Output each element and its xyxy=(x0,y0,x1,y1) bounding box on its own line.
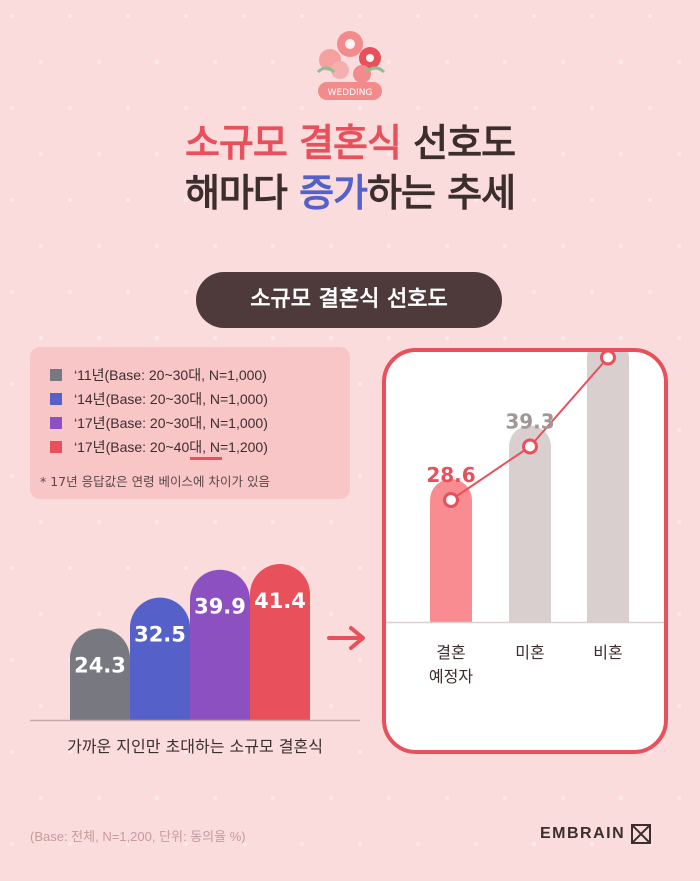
title-line2-rest: 하는 추세 xyxy=(366,171,516,215)
embrain-logo: EMBRAIN xyxy=(540,824,652,844)
wedding-flower-icon: WEDDING xyxy=(316,31,386,100)
status-bar-1 xyxy=(509,425,551,622)
logo-mark-icon xyxy=(631,824,652,844)
status-bar-2 xyxy=(587,352,629,622)
arrow-right-icon xyxy=(327,626,365,650)
status-bar-0 xyxy=(430,479,472,622)
legend-label: ‘17년(Base: 20~30대, N=1,000) xyxy=(74,415,268,431)
legend-swatch xyxy=(50,417,62,429)
legend-item-2014: ‘14년(Base: 20~30대, N=1,000) xyxy=(50,389,268,409)
title-line1-rest: 선호도 xyxy=(400,121,516,165)
legend-item-2017-a: ‘17년(Base: 20~30대, N=1,000) xyxy=(50,413,268,433)
legend-label: ‘17년(Base: 20~40대, N=1,200) xyxy=(74,439,268,455)
title-line2-pre: 해마다 xyxy=(184,171,300,215)
legend-swatch xyxy=(50,393,62,405)
section-title-pill: 소규모 결혼식 선호도 xyxy=(196,272,502,328)
yearly-bar-chart: 24.3 32.5 39.9 41.4 xyxy=(30,564,360,722)
legend-item-2011: ‘11년(Base: 20~30대, N=1,000) xyxy=(50,365,267,385)
trend-point-0 xyxy=(443,492,459,508)
footnote: (Base: 전체, N=1,200, 단위: 동의율 %) xyxy=(30,829,246,844)
bar-chart-title: 가까운 지인만 초대하는 소규모 결혼식 xyxy=(67,737,323,756)
status-category-label: 결혼 예정자 xyxy=(429,643,473,686)
legend-item-2017-b: ‘17년(Base: 20~40대, N=1,200) xyxy=(50,437,268,457)
title-highlight-red: 소규모 결혼식 xyxy=(184,121,402,165)
legend-label: ‘11년(Base: 20~30대, N=1,000) xyxy=(74,367,267,383)
legend-swatch xyxy=(50,369,62,381)
trend-point-1 xyxy=(522,438,538,455)
bar-value-label: 32.5 xyxy=(134,623,186,647)
bar-1 xyxy=(130,597,190,720)
trend-point-2 xyxy=(600,352,616,366)
legend-highlight-underline xyxy=(190,457,222,460)
wedding-badge-text: WEDDING xyxy=(328,88,373,98)
bar-value-label: 24.3 xyxy=(74,653,126,677)
bar-value-label: 41.4 xyxy=(254,589,306,613)
bar-2 xyxy=(190,569,250,720)
legend-swatch xyxy=(50,441,62,453)
bar-3 xyxy=(250,564,310,720)
legend-note: * 17년 응답값은 연령 베이스에 차이가 있음 xyxy=(40,474,270,489)
logo-text: EMBRAIN xyxy=(540,825,626,842)
status-value-label: 28.6 xyxy=(426,463,475,487)
status-category-label: 미혼 xyxy=(515,643,544,662)
bar-0 xyxy=(70,628,130,720)
status-bar-line-chart: 28.639.357.1결혼예정자미혼비혼 xyxy=(386,352,664,686)
status-category-label: 비혼 xyxy=(593,643,622,662)
status-value-label: 39.3 xyxy=(505,410,554,434)
bar-value-label: 39.9 xyxy=(194,595,246,619)
main-title: 소규모 결혼식 선호도 해마다 증가하는 추세 xyxy=(0,118,700,218)
legend-label: ‘14년(Base: 20~30대, N=1,000) xyxy=(74,391,268,407)
title-highlight-blue: 증가 xyxy=(299,171,368,215)
status-chart-panel: 28.639.357.1결혼예정자미혼비혼 xyxy=(382,348,668,754)
legend: ‘11년(Base: 20~30대, N=1,000) ‘14년(Base: 2… xyxy=(30,347,350,499)
